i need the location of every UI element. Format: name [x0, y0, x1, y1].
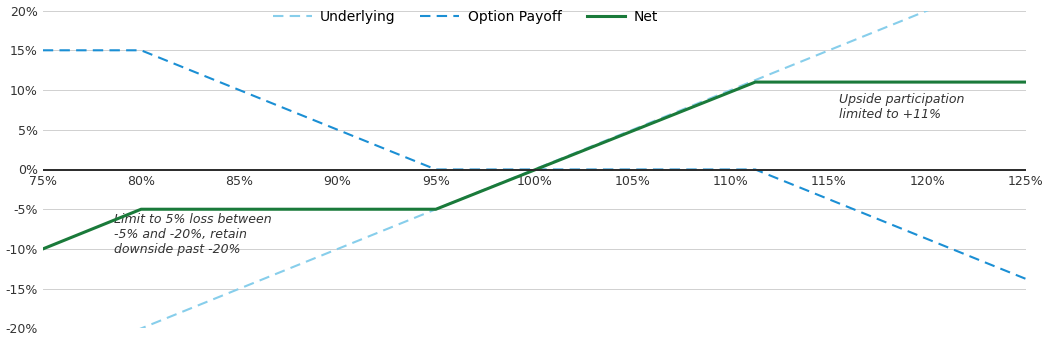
- Option Payoff: [134, 48, 147, 52]
- Net: [1020, 80, 1032, 84]
- Option Payoff: [430, 168, 443, 172]
- Option Payoff: [749, 168, 762, 172]
- Text: Limit to 5% loss between
-5% and -20%, retain
downside past -20%: Limit to 5% loss between -5% and -20%, r…: [113, 213, 272, 256]
- Net: [430, 207, 443, 211]
- Option Payoff: [37, 48, 49, 52]
- Net: [37, 247, 49, 251]
- Text: Upside participation
limited to +11%: Upside participation limited to +11%: [839, 93, 964, 121]
- Line: Net: Net: [43, 82, 1026, 249]
- Legend: Underlying, Option Payoff, Net: Underlying, Option Payoff, Net: [267, 5, 664, 30]
- Net: [134, 207, 147, 211]
- Option Payoff: [1020, 277, 1032, 281]
- Net: [749, 80, 762, 84]
- Line: Option Payoff: Option Payoff: [43, 50, 1026, 279]
